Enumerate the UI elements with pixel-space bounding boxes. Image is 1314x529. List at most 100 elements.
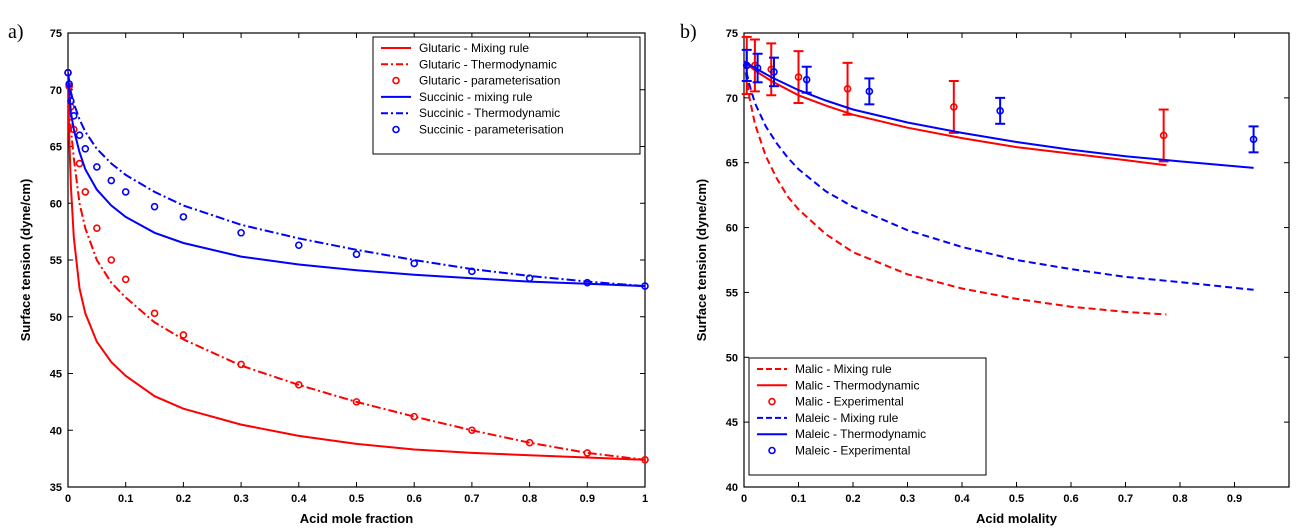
y-tick-label: 65	[50, 142, 62, 154]
x-tick-label: 0.9	[1227, 493, 1242, 505]
x-tick-label: 0.2	[845, 493, 860, 505]
legend-swatch-marker	[768, 446, 776, 455]
x-tick-label: 0.2	[176, 493, 191, 505]
data-point-malic-experimental	[794, 73, 803, 81]
x-axis-label: Acid mole fraction	[300, 511, 413, 526]
legend-entry: Maleic - Mixing rule	[795, 411, 899, 425]
y-tick-label: 60	[726, 223, 738, 235]
data-point-malic-experimental	[1159, 131, 1168, 140]
x-tick-label: 0.5	[349, 493, 364, 505]
x-tick-label: 0.4	[954, 493, 970, 505]
x-tick-label: 0	[741, 493, 747, 505]
data-point-succinic-parameterisation	[81, 144, 90, 153]
y-axis-label: Surface tension (dyne/cm)	[694, 179, 709, 342]
data-point-maleic-experimental	[753, 64, 762, 72]
data-point-succinic-parameterisation	[468, 267, 476, 276]
legend-entry: Glutaric - parameterisation	[419, 74, 560, 88]
legend-entry: Glutaric - Thermodynamic	[419, 57, 557, 71]
data-point-succinic-parameterisation	[107, 176, 116, 185]
series-line-glutaric-thermodynamic	[68, 72, 645, 461]
data-point-maleic-experimental	[802, 75, 811, 84]
data-point-glutaric-parameterisation	[121, 275, 130, 284]
data-point-malic-experimental	[843, 84, 852, 93]
x-tick-label: 0.8	[1172, 493, 1187, 505]
y-tick-label: 35	[50, 482, 62, 494]
legend-entry: Malic - Thermodynamic	[795, 378, 919, 392]
panel-label: a)	[8, 21, 24, 43]
series-line-malic-thermodynamic	[744, 60, 1167, 167]
y-tick-label: 55	[726, 287, 738, 299]
y-tick-label: 40	[726, 482, 738, 494]
y-tick-label: 60	[50, 198, 62, 210]
data-point-maleic-experimental	[996, 107, 1004, 115]
data-point-glutaric-parameterisation	[583, 449, 592, 457]
y-axis-label: Surface tension (dyne/cm)	[18, 179, 33, 342]
legend-entry: Maleic - Thermodynamic	[795, 427, 926, 441]
data-point-glutaric-parameterisation	[352, 398, 361, 406]
y-tick-label: 65	[726, 158, 738, 170]
series-line-maleic-thermodynamic	[744, 60, 1254, 169]
legend-swatch-marker	[392, 76, 400, 85]
x-tick-label: 0.3	[233, 493, 248, 505]
panel-a: a) 0 0.1 0.2 0.3 0.4 0.5 0.6 0.7 0.8 0.9 1 35 40 45 50 5…	[8, 21, 649, 526]
data-point-glutaric-parameterisation	[468, 426, 476, 435]
series-line-glutaric-mixing-rule	[68, 72, 645, 461]
data-point-glutaric-parameterisation	[525, 438, 534, 447]
data-point-succinic-parameterisation	[121, 188, 130, 196]
data-point-glutaric-parameterisation	[93, 224, 101, 233]
x-tick-label: 0.4	[291, 493, 307, 505]
legend-swatch-marker	[768, 397, 776, 406]
y-tick-label: 75	[50, 28, 62, 40]
legend-box	[372, 36, 641, 155]
data-point-glutaric-parameterisation	[179, 331, 188, 339]
data-point-glutaric-parameterisation	[641, 455, 649, 464]
legend-swatch-marker	[392, 125, 400, 134]
y-tick-label: 45	[50, 369, 62, 381]
series-line-succinic-mixing-rule	[68, 72, 645, 288]
x-axis-label: Acid molality	[976, 511, 1058, 526]
data-point-succinic-parameterisation	[641, 282, 649, 290]
data-point-succinic-parameterisation	[294, 241, 303, 250]
data-point-succinic-parameterisation	[69, 112, 78, 120]
y-tick-label: 45	[726, 417, 738, 429]
data-point-glutaric-parameterisation	[81, 188, 90, 196]
x-tick-label: 0.7	[1118, 493, 1133, 505]
data-point-succinic-parameterisation	[64, 68, 72, 77]
legend-box	[748, 357, 987, 476]
x-tick-label: 0.8	[522, 493, 537, 505]
data-point-malic-experimental	[950, 103, 958, 111]
data-point-succinic-parameterisation	[583, 278, 592, 287]
y-tick-label: 70	[50, 85, 62, 97]
legend-entry: Succinic - parameterisation	[419, 123, 564, 137]
legend-entry: Maleic - Experimental	[795, 444, 910, 458]
data-point-maleic-experimental	[865, 87, 874, 96]
data-point-succinic-parameterisation	[150, 202, 159, 211]
data-point-succinic-parameterisation	[525, 274, 534, 282]
y-tick-label: 70	[726, 93, 738, 105]
x-tick-label: 0.9	[580, 493, 595, 505]
x-tick-label: 0.5	[1009, 493, 1024, 505]
data-point-maleic-experimental	[742, 61, 751, 70]
data-point-succinic-parameterisation	[75, 131, 84, 139]
data-point-glutaric-parameterisation	[107, 256, 116, 264]
data-point-succinic-parameterisation	[410, 259, 419, 268]
data-point-succinic-parameterisation	[93, 163, 101, 171]
data-point-glutaric-parameterisation	[150, 309, 159, 318]
data-point-glutaric-parameterisation	[294, 381, 303, 389]
data-point-succinic-parameterisation	[65, 80, 73, 88]
panel-label: b)	[680, 21, 697, 43]
data-point-glutaric-parameterisation	[410, 412, 419, 421]
data-point-succinic-parameterisation	[237, 228, 245, 237]
legend-entry: Succinic - mixing rule	[419, 90, 533, 104]
panel-b: b) 0 0.1 0.2 0.3 0.4 0.5 0.6 0.7 0.8 0.9 40 45 50 55 60…	[680, 21, 1290, 526]
legend-entry: Malic - Experimental	[795, 395, 904, 409]
x-tick-label: 0.7	[464, 493, 479, 505]
x-tick-label: 0.1	[118, 493, 133, 505]
y-tick-label: 40	[50, 425, 62, 437]
x-tick-label: 1	[642, 493, 648, 505]
y-tick-label: 50	[50, 312, 62, 324]
y-tick-label: 55	[50, 255, 62, 267]
y-tick-label: 75	[726, 28, 738, 40]
data-point-maleic-experimental	[770, 68, 778, 76]
